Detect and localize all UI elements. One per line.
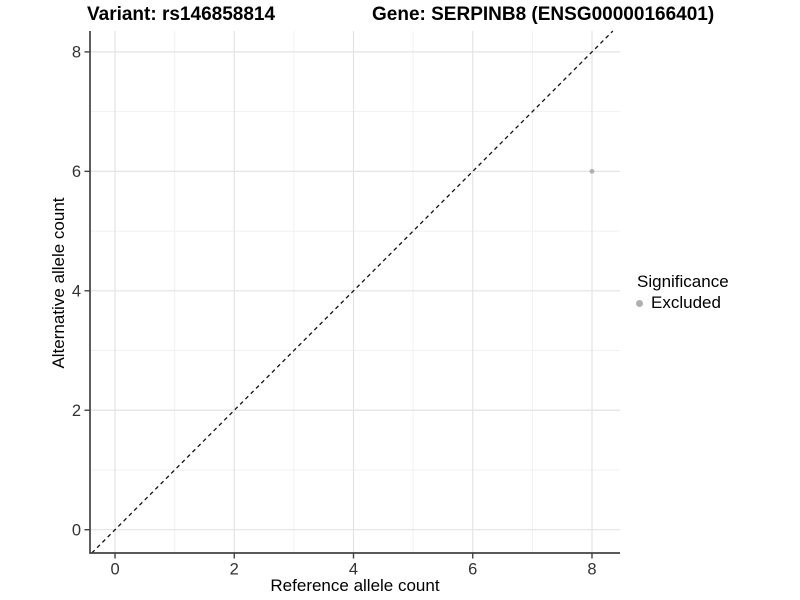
legend-marker-dot-icon <box>636 299 643 307</box>
legend-title: Significance <box>637 272 729 291</box>
y-tick-label: 4 <box>72 283 81 301</box>
legend-item-label: Excluded <box>651 293 721 312</box>
y-tick-label: 2 <box>72 402 81 420</box>
x-tick-label: 0 <box>110 561 119 579</box>
legend-item: Excluded <box>636 293 729 313</box>
x-tick-label: 4 <box>349 561 358 579</box>
x-tick-label: 6 <box>468 561 477 579</box>
y-tick-label: 8 <box>72 44 81 62</box>
x-tick-label: 8 <box>587 561 596 579</box>
x-axis-title: Reference allele count <box>270 576 440 595</box>
variant-title: Variant: rs146858814 <box>87 4 276 25</box>
data-point <box>589 168 595 174</box>
identity-dashed-line <box>91 30 614 554</box>
gene-title: Gene: SERPINB8 (ENSG00000166401) <box>372 4 715 25</box>
y-tick-label: 0 <box>72 522 81 540</box>
y-axis-title: Alternative allele count <box>49 197 68 369</box>
y-tick-label: 6 <box>72 163 81 181</box>
x-tick-label: 2 <box>230 561 239 579</box>
legend: Significance Excluded <box>636 272 729 313</box>
